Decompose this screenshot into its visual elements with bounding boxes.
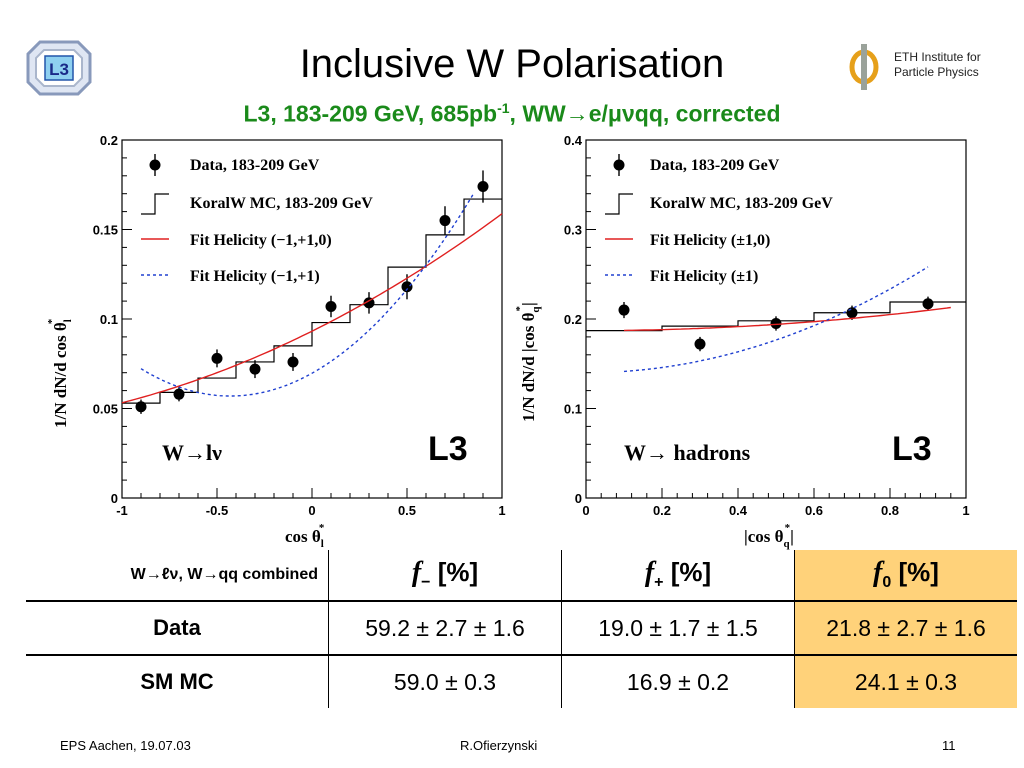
header-f-plus: f+ [%] [561, 550, 795, 601]
x-tick-label: 0 [582, 503, 589, 518]
x-tick-label: 0.2 [653, 503, 671, 518]
subtitle-main: L3, 183-209 GeV, 685pb [243, 100, 498, 127]
table-row: SM MC 59.0 ± 0.3 16.9 ± 0.2 24.1 ± 0.3 [26, 654, 1017, 708]
data-point [618, 304, 630, 316]
header-f-minus: f− [%] [328, 550, 562, 601]
data-point [694, 338, 706, 350]
y-tick-label: 0 [111, 491, 118, 506]
fit-curve-red [121, 213, 503, 404]
table-row: Data 59.2 ± 2.7 ± 1.6 19.0 ± 1.7 ± 1.5 2… [26, 600, 1017, 655]
data-point [439, 215, 451, 227]
table-cell: 59.2 ± 2.7 ± 1.6 [328, 600, 562, 655]
legend-fit-red-label: Fit Helicity (−1,+1,0) [190, 232, 332, 249]
legend-fit-red-label: Fit Helicity (±1,0) [650, 232, 770, 249]
subtitle: L3, 183-209 GeV, 685pb-1, WW→e/μνqq, cor… [0, 100, 1024, 128]
results-table: W→ℓν, W→qq combined f− [%] f+ [%] f0 [%]… [26, 550, 1017, 708]
process-label: W→ hadrons [624, 440, 751, 465]
y-tick-label: 0.2 [564, 312, 582, 327]
experiment-label: L3 [892, 430, 932, 468]
legend-mc-marker [141, 193, 169, 215]
y-axis-label: 1/N dN/d cos θl* [46, 318, 74, 428]
table-corner-label: W→ℓν, W→qq combined [130, 566, 318, 583]
data-point [401, 281, 413, 293]
legend-fit-blue-label: Fit Helicity (±1) [650, 268, 758, 285]
mc-histogram [122, 198, 502, 404]
eth-line-1: ETH Institute for [894, 50, 981, 64]
page-number: 11 [942, 738, 956, 753]
y-tick-label: 0.05 [93, 402, 118, 417]
y-tick-label: 0 [575, 491, 582, 506]
data-point [287, 356, 299, 368]
eth-institute-name: ETH Institute for Particle Physics [894, 50, 981, 80]
x-tick-label: -1 [116, 503, 128, 518]
data-point [477, 181, 489, 193]
table-cell: 16.9 ± 0.2 [561, 654, 795, 708]
table-cell: 19.0 ± 1.7 ± 1.5 [561, 600, 795, 655]
fit-curve-red [623, 306, 951, 332]
y-tick-label: 0.1 [100, 312, 118, 327]
data-point [249, 363, 261, 375]
subtitle-sup: -1 [497, 100, 510, 116]
table-cell-highlight: 24.1 ± 0.3 [794, 654, 1017, 708]
experiment-label: L3 [428, 430, 468, 468]
y-tick-label: 0.1 [564, 402, 582, 417]
footer-event: EPS Aachen, 19.07.03 [60, 738, 191, 753]
table-cell: 59.0 ± 0.3 [328, 654, 562, 708]
legend-mc-label: KoralW MC, 183-209 GeV [650, 195, 833, 212]
header-f-zero: f0 [%] [794, 550, 1017, 601]
legend-data-label: Data, 183-209 GeV [650, 157, 780, 174]
x-tick-label: 0.4 [729, 503, 748, 518]
eth-logo [849, 44, 879, 90]
legend-mc-marker [605, 193, 633, 215]
x-tick-label: 1 [962, 503, 969, 518]
x-tick-label: 0.5 [398, 503, 416, 518]
row-label-data: Data [26, 600, 329, 655]
y-tick-label: 0.15 [93, 223, 118, 238]
legend-data-label: Data, 183-209 GeV [190, 157, 320, 174]
x-axis-label: cos θl* [285, 522, 325, 550]
chart-lepton: -1 -0.5 0 0.5 1 0 0.05 0.1 0.15 0.2 Data, 183-209… [46, 133, 506, 550]
data-point [363, 297, 375, 309]
data-point [135, 401, 147, 413]
eth-line-2: Particle Physics [894, 65, 979, 79]
y-tick-label: 0.2 [100, 133, 118, 148]
mc-histogram [586, 301, 966, 332]
chart-hadron: 0 0.2 0.4 0.6 0.8 1 0 0.1 0.2 0.3 0.4 Data, 183-20… [514, 133, 970, 550]
process-label: W→lν [162, 440, 222, 465]
data-point [922, 298, 934, 310]
data-point [211, 352, 223, 364]
fit-curve-blue [140, 193, 475, 397]
table-header-row: W→ℓν, W→qq combined f− [%] f+ [%] f0 [%] [26, 550, 1017, 601]
row-label-sm-mc: SM MC [26, 654, 329, 708]
y-tick-label: 0.3 [564, 223, 582, 238]
fit-curve-blue [623, 266, 929, 373]
x-axis-label: |cos θq*| [744, 522, 794, 550]
legend-fit-blue-label: Fit Helicity (−1,+1) [190, 268, 320, 285]
x-tick-label: 0.6 [805, 503, 823, 518]
y-tick-label: 0.4 [564, 133, 583, 148]
x-tick-label: 0.8 [881, 503, 899, 518]
page-title: Inclusive W Polarisation [299, 42, 725, 86]
x-tick-label: -0.5 [206, 503, 228, 518]
table-cell-highlight: 21.8 ± 2.7 ± 1.6 [794, 600, 1017, 655]
subtitle-rest: , WW→e/μνqq, corrected [509, 100, 781, 127]
x-tick-label: 0 [308, 503, 315, 518]
data-point [173, 388, 185, 400]
data-point [325, 300, 337, 312]
footer-author: R.Ofierzynski [460, 738, 538, 753]
x-tick-label: 1 [498, 503, 505, 518]
y-axis-label: 1/N dN/d |cos θq*| [514, 302, 542, 422]
svg-text:L3: L3 [49, 60, 69, 79]
l3-logo: L3 [26, 40, 92, 96]
legend-mc-label: KoralW MC, 183-209 GeV [190, 195, 373, 212]
